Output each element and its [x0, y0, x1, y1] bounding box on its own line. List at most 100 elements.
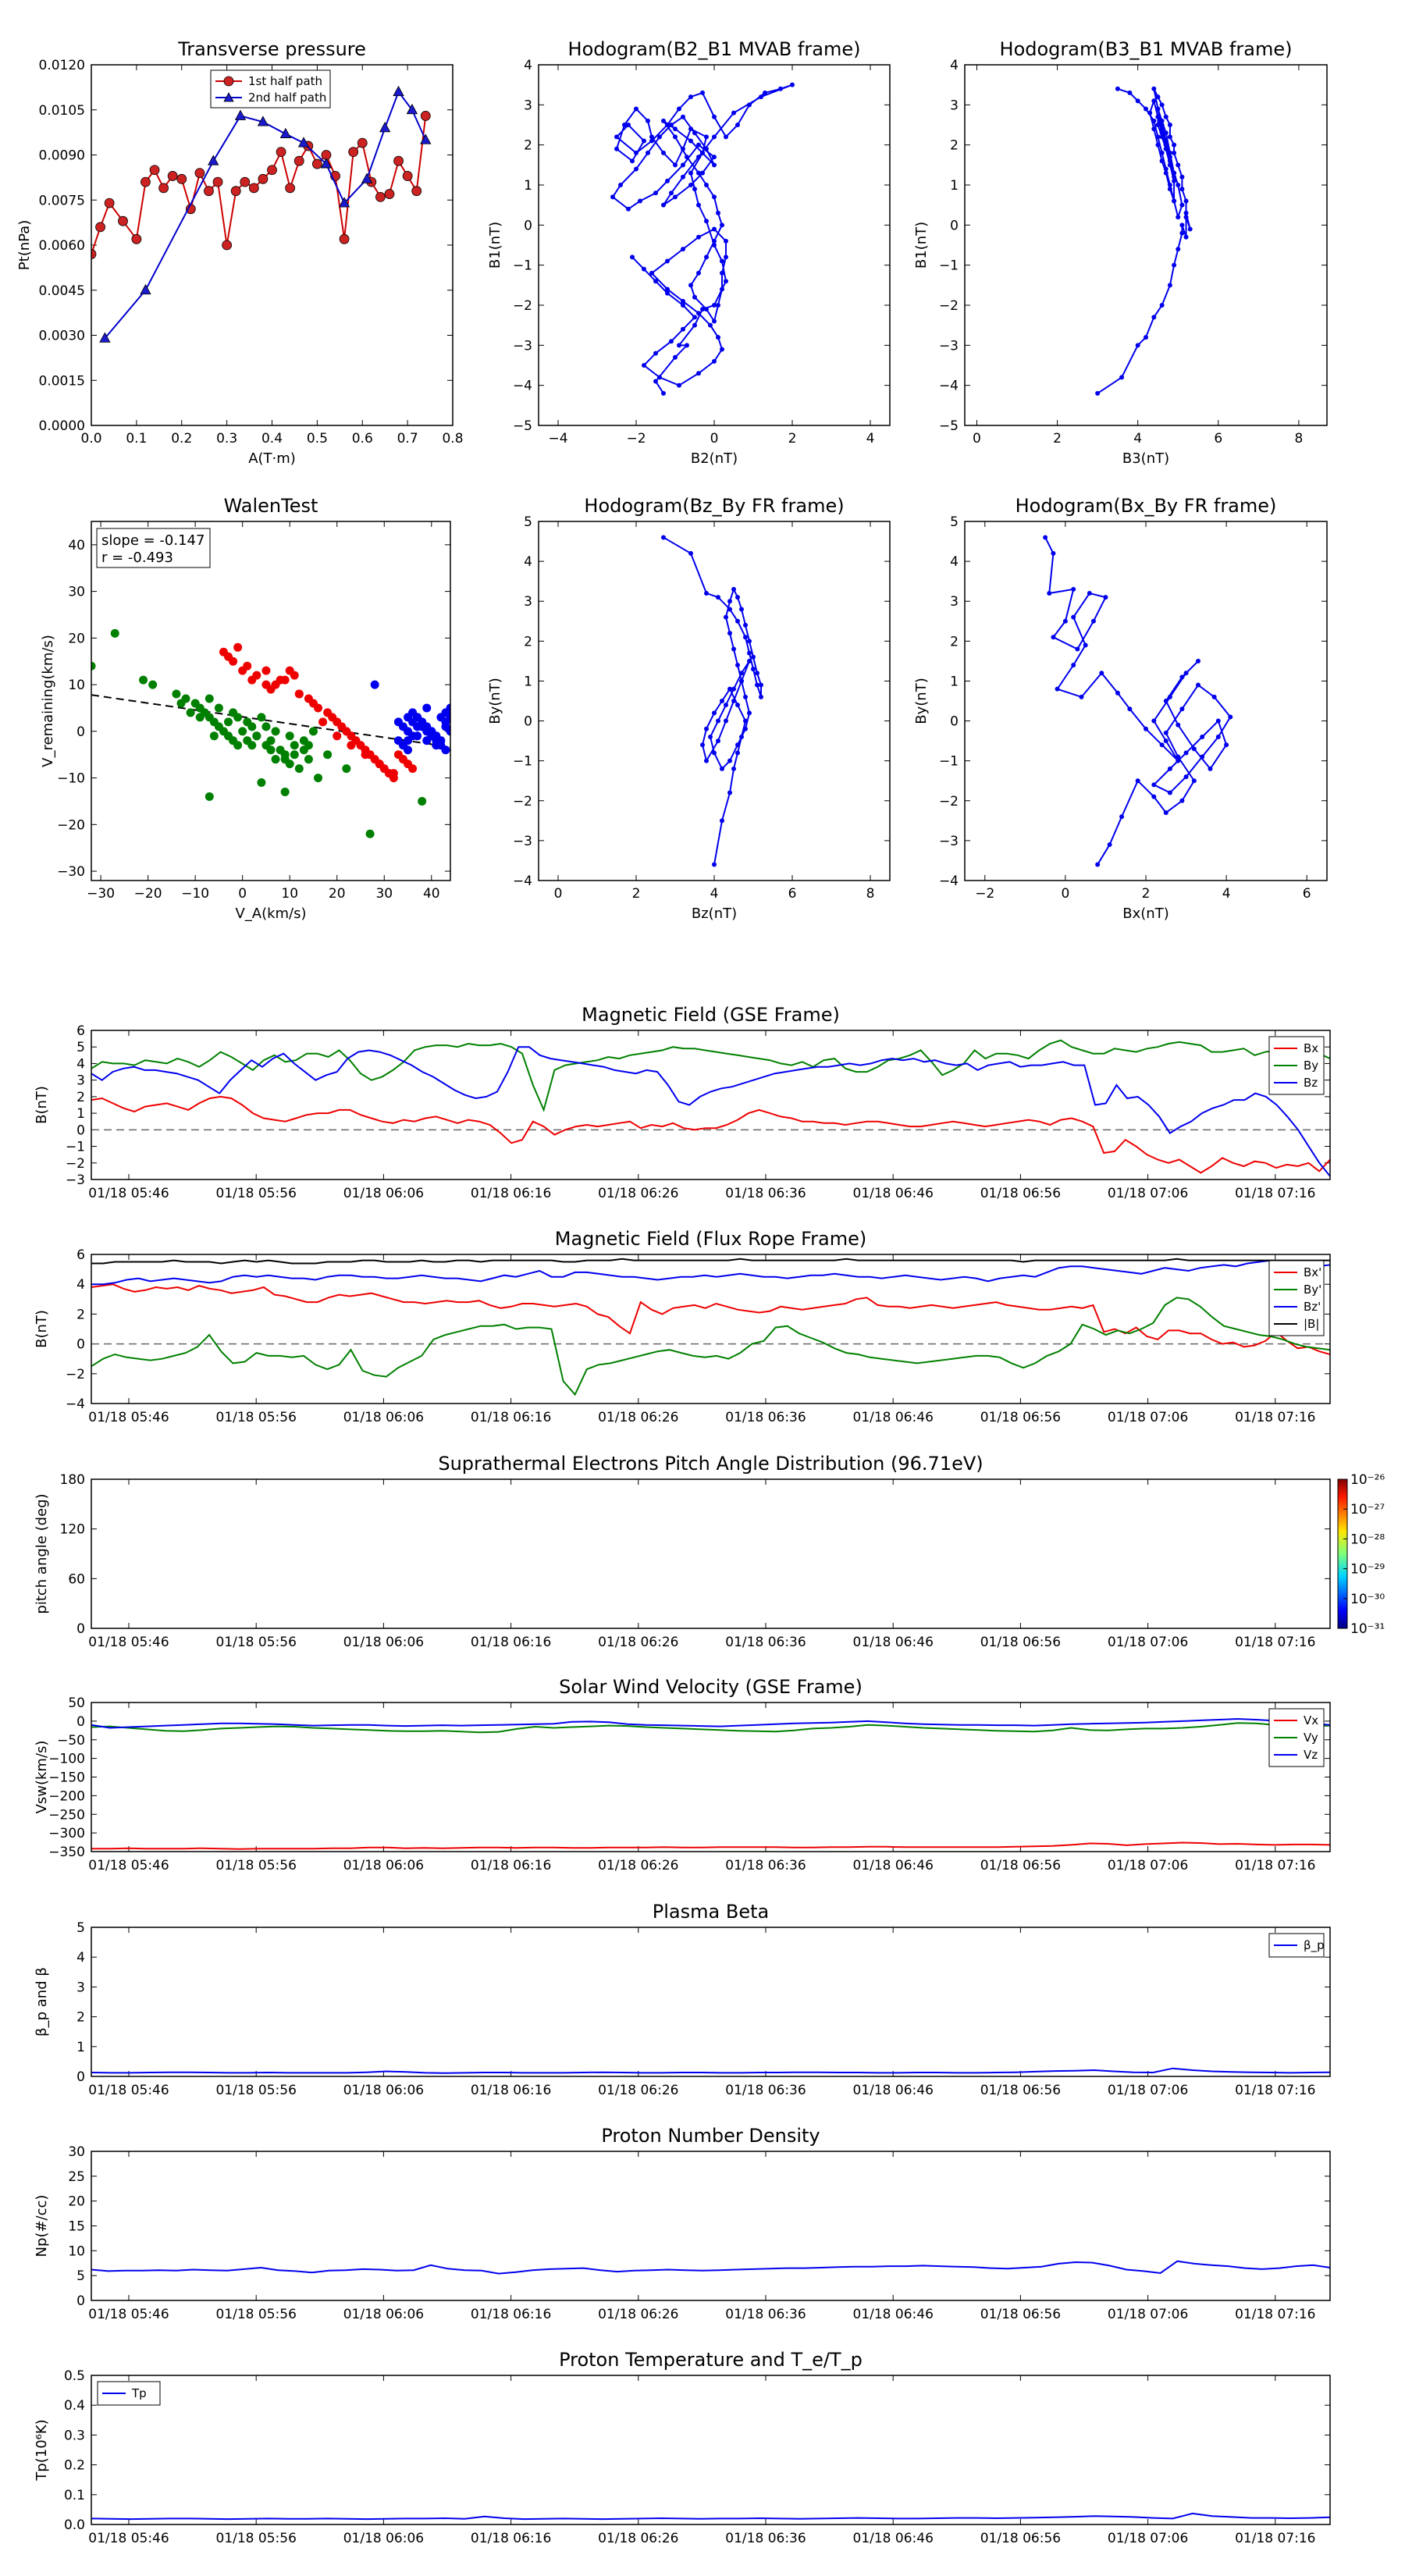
h2-point: [1183, 215, 1189, 220]
walen-frame: [91, 521, 451, 881]
beta-xtick-label: 01/18 07:16: [1235, 2083, 1315, 2098]
walen-point: [290, 750, 299, 760]
pt-point: [104, 197, 115, 208]
h2-xtick-label: 0: [973, 431, 981, 447]
h2-point: [1155, 123, 1161, 127]
h3-ytick-label: −4: [513, 873, 532, 889]
vsw-legend-label: Vx: [1304, 1713, 1318, 1727]
h1-series-line: [611, 84, 793, 394]
h4-frame: [964, 521, 1328, 881]
pad-xtick-label: 01/18 06:46: [853, 1635, 934, 1650]
h2-point: [1167, 123, 1172, 127]
walen-point: [257, 713, 266, 722]
h1-point: [708, 322, 713, 328]
bgse-xtick-label: 01/18 06:06: [343, 1186, 424, 1201]
h1-point: [669, 190, 674, 196]
h4-series-line: [1044, 536, 1232, 866]
pt-point: [420, 111, 431, 121]
h1-point: [696, 155, 701, 160]
h1-point: [646, 118, 650, 123]
tp-xtick-label: 01/18 06:56: [980, 2531, 1061, 2546]
vsw-title: Solar Wind Velocity (GSE Frame): [559, 1676, 863, 1698]
tp-xtick-label: 01/18 06:06: [343, 2531, 424, 2546]
tp-xtick-label: 01/18 06:36: [725, 2531, 806, 2546]
pad-colorbar-label: 10⁻³⁰: [1350, 1592, 1385, 1607]
tp-xtick-label: 01/18 06:46: [853, 2531, 934, 2546]
h1-xtick-label: 4: [866, 431, 875, 447]
h1-point: [720, 270, 724, 276]
h4-point: [1163, 699, 1168, 703]
h2-point: [1167, 187, 1172, 192]
beta-ylabel: β_p and β: [34, 1967, 50, 2037]
walen-point: [446, 727, 450, 736]
bfr-legend-label: Bx': [1304, 1265, 1321, 1279]
h4-point: [1107, 842, 1112, 847]
bgse-title: Magnetic Field (GSE Frame): [582, 1004, 840, 1026]
h3-point: [747, 710, 752, 716]
h3-point: [716, 595, 720, 600]
np-series-line: [91, 2260, 1330, 2275]
walen-point: [370, 680, 379, 689]
vsw-xtick-label: 01/18 07:16: [1235, 1858, 1315, 1873]
h1-point: [657, 375, 662, 380]
h1-point: [649, 134, 654, 140]
h1-point: [712, 114, 717, 119]
h2-point: [1172, 150, 1177, 155]
bfr-ytick-label: 0: [76, 1337, 85, 1353]
h2-point: [1163, 142, 1168, 148]
h1-point: [704, 307, 709, 312]
bfr-xtick-label: 01/18 06:56: [980, 1410, 1061, 1425]
h3-ytick-label: −3: [513, 834, 532, 849]
h4-point: [1228, 714, 1233, 720]
pt-point: [338, 197, 350, 208]
beta-xtick-label: 01/18 06:26: [598, 2083, 678, 2098]
h3-point: [704, 726, 709, 731]
walen-ytick-label: 40: [68, 538, 85, 553]
h1-panel: Hodogram(B2_B1 MVAB frame) −4 −2 0 2 4 −5 −4 −3 −…: [487, 38, 891, 467]
bgse-xtick-label: 01/18 06:56: [980, 1186, 1061, 1201]
h1-point: [630, 254, 635, 260]
pt-point: [393, 155, 404, 166]
h1-point: [673, 134, 678, 140]
h1-point: [724, 254, 728, 260]
h1-point: [692, 130, 697, 136]
walen-point: [271, 727, 280, 736]
h1-point: [681, 114, 685, 119]
h4-ytick-label: 4: [950, 554, 959, 570]
h1-point: [653, 379, 658, 384]
walen-ytick-label: 20: [68, 631, 85, 646]
walen-xtick-label: −20: [134, 886, 162, 902]
vsw-xtick-label: 01/18 05:56: [216, 1858, 297, 1873]
h4-point: [1196, 682, 1201, 688]
h1-xtick-label: 2: [788, 431, 797, 447]
h1-point: [681, 326, 685, 332]
bgse-plot-area: [91, 1039, 1330, 1177]
pad-colorbar-label: 10⁻²⁶: [1350, 1472, 1385, 1488]
h3-point: [720, 699, 724, 703]
walen-annotation: r = -0.493: [101, 550, 173, 566]
h4-plot-area: [1043, 535, 1233, 867]
walen-point: [205, 694, 214, 703]
vsw-ytick-label: −350: [48, 1845, 85, 1860]
bfr-ytick-label: −2: [66, 1367, 85, 1382]
h1-point: [677, 343, 681, 348]
walen-xlabel: V_A(km/s): [235, 906, 306, 922]
h2-point: [1115, 86, 1120, 91]
h3-point: [688, 550, 693, 556]
pt-ytick-label: 0.0030: [39, 329, 85, 344]
h4-point: [1179, 674, 1185, 680]
h3-point: [735, 663, 740, 667]
h4-xtick-label: 0: [1061, 886, 1069, 902]
walen-panel: WalenTest −30 −20 −10 0 10 20 30 40 −30 −20 −10 0 10 2…: [40, 495, 451, 922]
beta-xtick-label: 01/18 06:56: [980, 2083, 1061, 2098]
walen-point: [285, 731, 294, 741]
tp-ytick-label: 0.5: [64, 2368, 85, 2384]
pt-ytick-label: 0.0060: [39, 238, 85, 254]
h4-point: [1051, 550, 1056, 556]
pt-point: [131, 233, 142, 244]
h1-point: [716, 303, 720, 308]
pt-point: [95, 222, 105, 233]
pt-legend-marker: [223, 76, 234, 87]
h2-point: [1183, 210, 1189, 215]
h4-point: [1200, 754, 1205, 760]
